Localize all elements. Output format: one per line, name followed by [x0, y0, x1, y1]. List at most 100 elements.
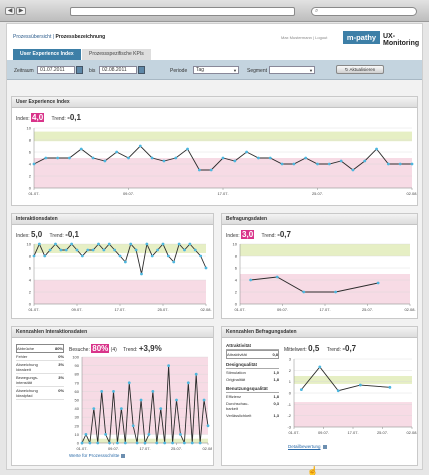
- y-tick-label: -1: [287, 402, 291, 407]
- x-tick-label: 01.07.: [288, 430, 299, 435]
- tab-process-kpis[interactable]: Prozessspezifische KPIs: [82, 49, 151, 60]
- list-item-value: 0%: [58, 354, 64, 359]
- data-point: [233, 159, 237, 163]
- data-point: [129, 242, 133, 246]
- periode-select[interactable]: Tag ▼: [193, 66, 239, 74]
- table-row[interactable]: Verlässlichkeit 1,3: [226, 412, 279, 419]
- breadcrumb-link[interactable]: Prozessübersicht: [13, 34, 52, 40]
- row-value: 1,3: [273, 413, 279, 418]
- y-tick-label: 4: [29, 278, 32, 283]
- data-point: [84, 433, 88, 436]
- calendar-icon[interactable]: [76, 66, 83, 74]
- data-point: [376, 281, 380, 285]
- x-tick-label: 09.07.: [108, 446, 119, 451]
- y-tick-label: 3: [289, 357, 292, 362]
- visits-trend-value: +3,9%: [138, 344, 162, 353]
- y-tick-label: 6: [29, 266, 32, 271]
- y-tick-label: 4: [235, 278, 238, 283]
- data-point: [140, 272, 143, 276]
- data-point: [119, 407, 123, 410]
- data-point: [197, 168, 201, 172]
- table-row[interactable]: Durchschau-barkeit 0,3: [226, 400, 279, 412]
- list-item-label: Bewegungs-intensität: [16, 375, 39, 385]
- data-point: [257, 156, 260, 160]
- bad-band: [34, 158, 412, 188]
- browser-search-input[interactable]: ⌕: [311, 7, 417, 16]
- list-item[interactable]: Fehler 0%: [16, 353, 64, 361]
- segment-select[interactable]: ▼: [269, 66, 315, 74]
- y-tick-label: 10: [27, 126, 32, 131]
- data-point: [199, 254, 203, 258]
- list-item-label: Fehler: [16, 354, 28, 359]
- bad-band: [294, 402, 412, 427]
- table-row[interactable]: Stimulation 1,0: [226, 369, 279, 376]
- data-point: [339, 159, 343, 163]
- data-point: [318, 365, 322, 369]
- y-tick-label: 8: [29, 138, 32, 143]
- logo: m-pathy: [343, 31, 380, 44]
- bad-band: [240, 274, 410, 304]
- user-logout[interactable]: Max Mustermann | Logout: [281, 35, 328, 40]
- segment-label: Segment: [247, 68, 268, 74]
- arrow-icon: [121, 453, 126, 458]
- list-item[interactable]: Abbrüche 80%: [16, 344, 64, 353]
- data-point: [163, 441, 167, 445]
- data-point: [249, 278, 253, 282]
- detail-rating-link[interactable]: Detailbewertung: [288, 444, 327, 449]
- x-tick-label: 09.07.: [318, 430, 329, 435]
- y-tick-label: 2: [235, 290, 238, 295]
- design-section: Designqualität: [226, 361, 279, 369]
- back-icon[interactable]: ◀: [5, 7, 15, 15]
- y-tick-label: 0: [29, 302, 32, 307]
- periode-value: Tag: [196, 67, 205, 73]
- good-band: [240, 244, 410, 256]
- data-point: [299, 388, 303, 391]
- y-tick-label: 1: [289, 379, 292, 384]
- x-tick-label: 01.07.: [234, 307, 245, 312]
- data-point: [166, 254, 170, 258]
- good-band: [34, 131, 412, 142]
- data-point: [115, 150, 119, 154]
- breadcrumb-current: Prozessbezeichnung: [55, 34, 106, 40]
- forward-icon[interactable]: ▶: [16, 7, 26, 15]
- date-to-input[interactable]: 02.08.2011: [99, 66, 137, 74]
- row-label: Effizienz: [226, 394, 242, 399]
- y-tick-label: -3: [287, 425, 291, 430]
- data-point: [186, 381, 190, 385]
- survey-mean-kpis: Mittelwert: 0,5 Trend: -0,7: [284, 344, 356, 353]
- data-point: [327, 162, 331, 166]
- row-value: 1,0: [273, 370, 279, 375]
- survey-kpis: Index: 3,0 Trend: -0,7: [226, 230, 291, 239]
- update-button[interactable]: ↻ Aktualisieren: [336, 65, 384, 74]
- data-point: [155, 441, 159, 445]
- list-item-label: Abweichung Idealzeit: [16, 362, 38, 372]
- row-label: Originalität: [226, 377, 246, 382]
- survey-trend-value: -0,7: [277, 230, 291, 239]
- chevron-down-icon: ▼: [233, 68, 237, 73]
- y-tick-label: 2: [29, 290, 32, 295]
- interaction-kpis: Index: 5,0 Trend: -0,1: [16, 230, 79, 239]
- date-from-input[interactable]: 01.07.2011: [37, 66, 75, 74]
- table-row[interactable]: Originalität 1,8: [226, 376, 279, 383]
- process-steps-link[interactable]: Werte für Prozessschritte: [69, 453, 126, 458]
- url-bar[interactable]: [70, 7, 295, 16]
- list-item[interactable]: Abweichung Idealpfad 0%: [16, 387, 64, 400]
- calendar-icon[interactable]: [138, 66, 145, 74]
- chevron-down-icon: ▼: [309, 68, 313, 73]
- data-point: [32, 162, 36, 166]
- x-tick-label: 02.08.: [404, 307, 415, 312]
- y-tick-label: 0: [289, 391, 292, 396]
- uxi-panel: User Experience Index Index: 4,0 Trend: …: [11, 96, 418, 206]
- table-row[interactable]: Effizienz 1,8: [226, 393, 279, 400]
- data-point: [410, 162, 414, 166]
- data-point: [134, 248, 138, 252]
- tab-user-experience-index[interactable]: User Experience Index: [13, 49, 81, 60]
- data-point: [118, 254, 122, 258]
- table-row[interactable]: Attraktivität 0,8: [226, 350, 279, 359]
- list-item[interactable]: Abweichung Idealzeit 3%: [16, 361, 64, 374]
- data-point: [43, 254, 47, 258]
- data-point: [280, 162, 284, 166]
- survey-line-chart: 0 2 4 6 8 10 01.07. 09.07. 17.07. 25.07. 02.08.: [233, 242, 416, 312]
- data-point: [159, 407, 163, 410]
- list-item[interactable]: Bewegungs-intensität 3%: [16, 374, 64, 387]
